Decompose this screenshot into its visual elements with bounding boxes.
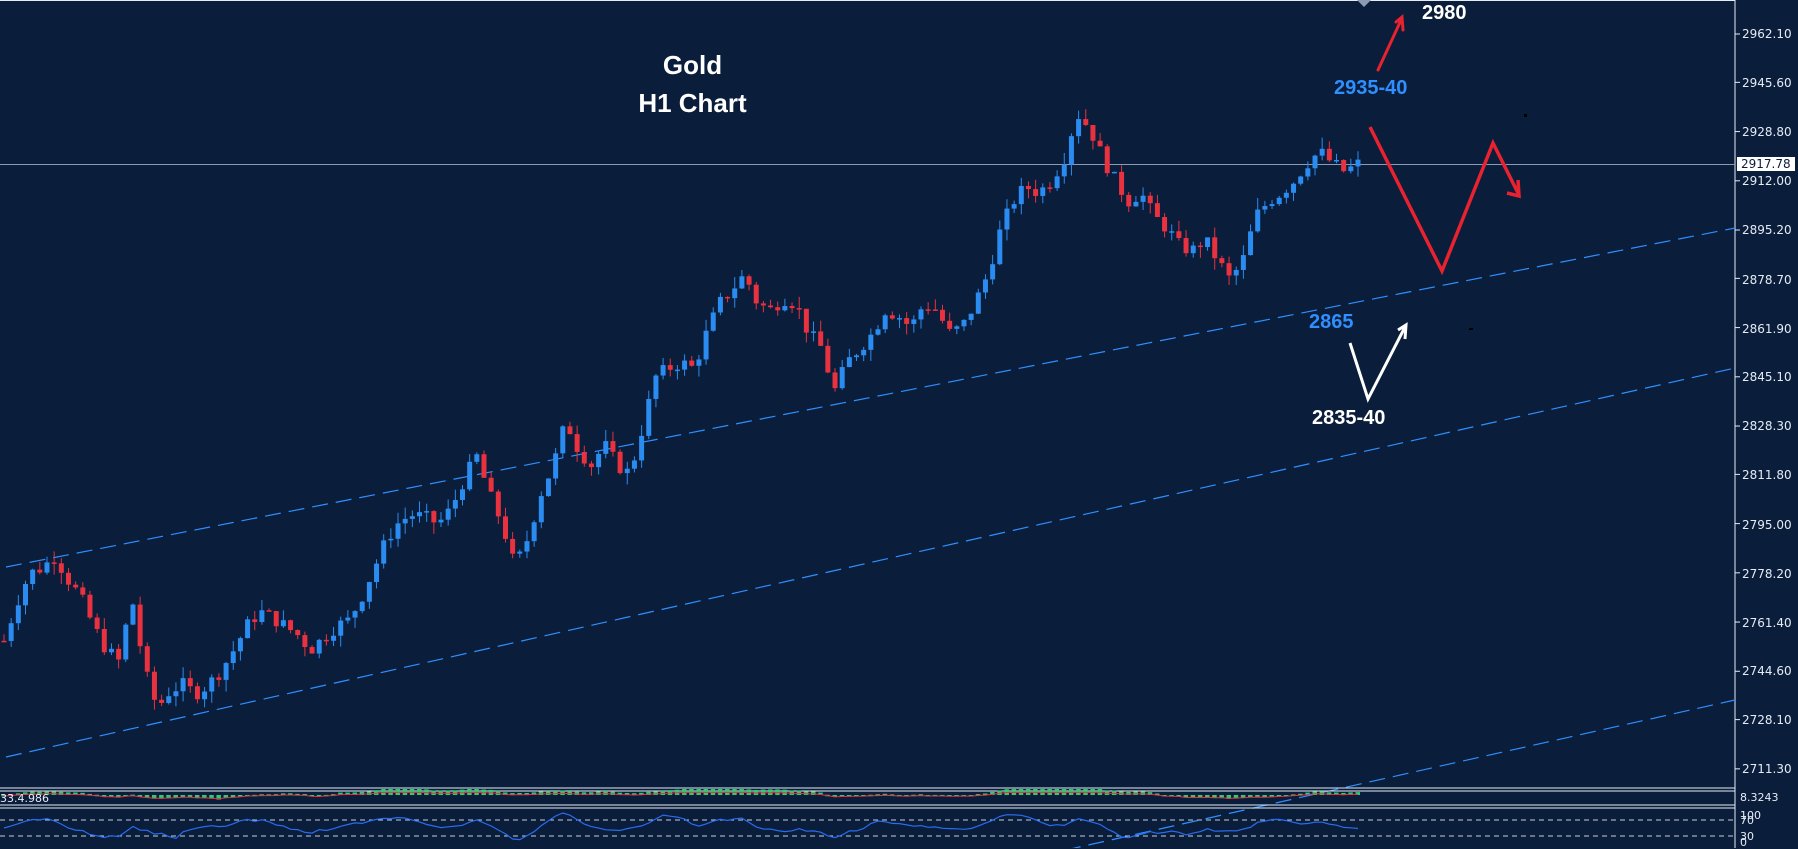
current-price-tag: 2917.78: [1737, 157, 1795, 171]
y-tick-label: 2912.00: [1742, 174, 1792, 188]
candlesticks: [1, 109, 1361, 710]
bearish-zigzag-path-icon: [1368, 126, 1521, 276]
support-bounce-path-icon: [1348, 322, 1408, 403]
macd-signal-line: [3, 791, 1359, 800]
y-tick-label: 2878.70: [1742, 273, 1792, 287]
y-tick-label: 2828.30: [1742, 419, 1792, 433]
macd-axis-label: 8.3243: [1740, 791, 1779, 804]
y-axis-ticks: [1735, 33, 1740, 770]
upper-channel-line[interactable]: [5, 227, 1736, 568]
y-tick-label: 2711.30: [1742, 762, 1792, 776]
y-tick-label: 2845.10: [1742, 370, 1792, 384]
macd-value-label: 33.4.986: [0, 792, 49, 805]
y-tick-label: 2962.10: [1742, 27, 1792, 41]
rsi-level-70-label: 70: [1740, 814, 1754, 827]
y-tick-label: 2945.60: [1742, 76, 1792, 90]
lower-channel-line[interactable]: [620, 699, 1736, 848]
y-tick-label: 2928.80: [1742, 125, 1792, 139]
y-tick-label: 2728.10: [1742, 713, 1792, 727]
support-2865-label: 2865: [1309, 311, 1354, 333]
rsi-line: [3, 812, 1359, 841]
shift-marker-icon[interactable]: [1357, 0, 1371, 7]
y-tick-label: 2861.90: [1742, 322, 1792, 336]
marker-dot: [1469, 328, 1473, 330]
y-tick-label: 2811.80: [1742, 468, 1792, 482]
y-tick-label: 2895.20: [1742, 223, 1792, 237]
y-tick-label: 2778.20: [1742, 567, 1792, 581]
rsi-level-100-label: 100: [1740, 809, 1761, 822]
arrow-up-2980-icon: [1376, 13, 1405, 72]
y-tick-label: 2744.60: [1742, 664, 1792, 678]
y-tick-label: 2761.40: [1742, 616, 1792, 630]
rsi-level-0-label: 0: [1740, 836, 1747, 849]
rsi-level-30-label: 30: [1740, 830, 1754, 843]
y-tick-label: 2795.00: [1742, 518, 1792, 532]
support-2835-label: 2835-40: [1312, 407, 1386, 429]
target-2980-label: 2980: [1422, 2, 1467, 24]
resistance-2935-label: 2935-40: [1334, 77, 1408, 99]
chart-subtitle: H1 Chart: [638, 88, 747, 118]
middle-channel-line[interactable]: [5, 367, 1736, 758]
chart-title: Gold: [662, 50, 723, 80]
marker-dot: [1524, 114, 1527, 117]
